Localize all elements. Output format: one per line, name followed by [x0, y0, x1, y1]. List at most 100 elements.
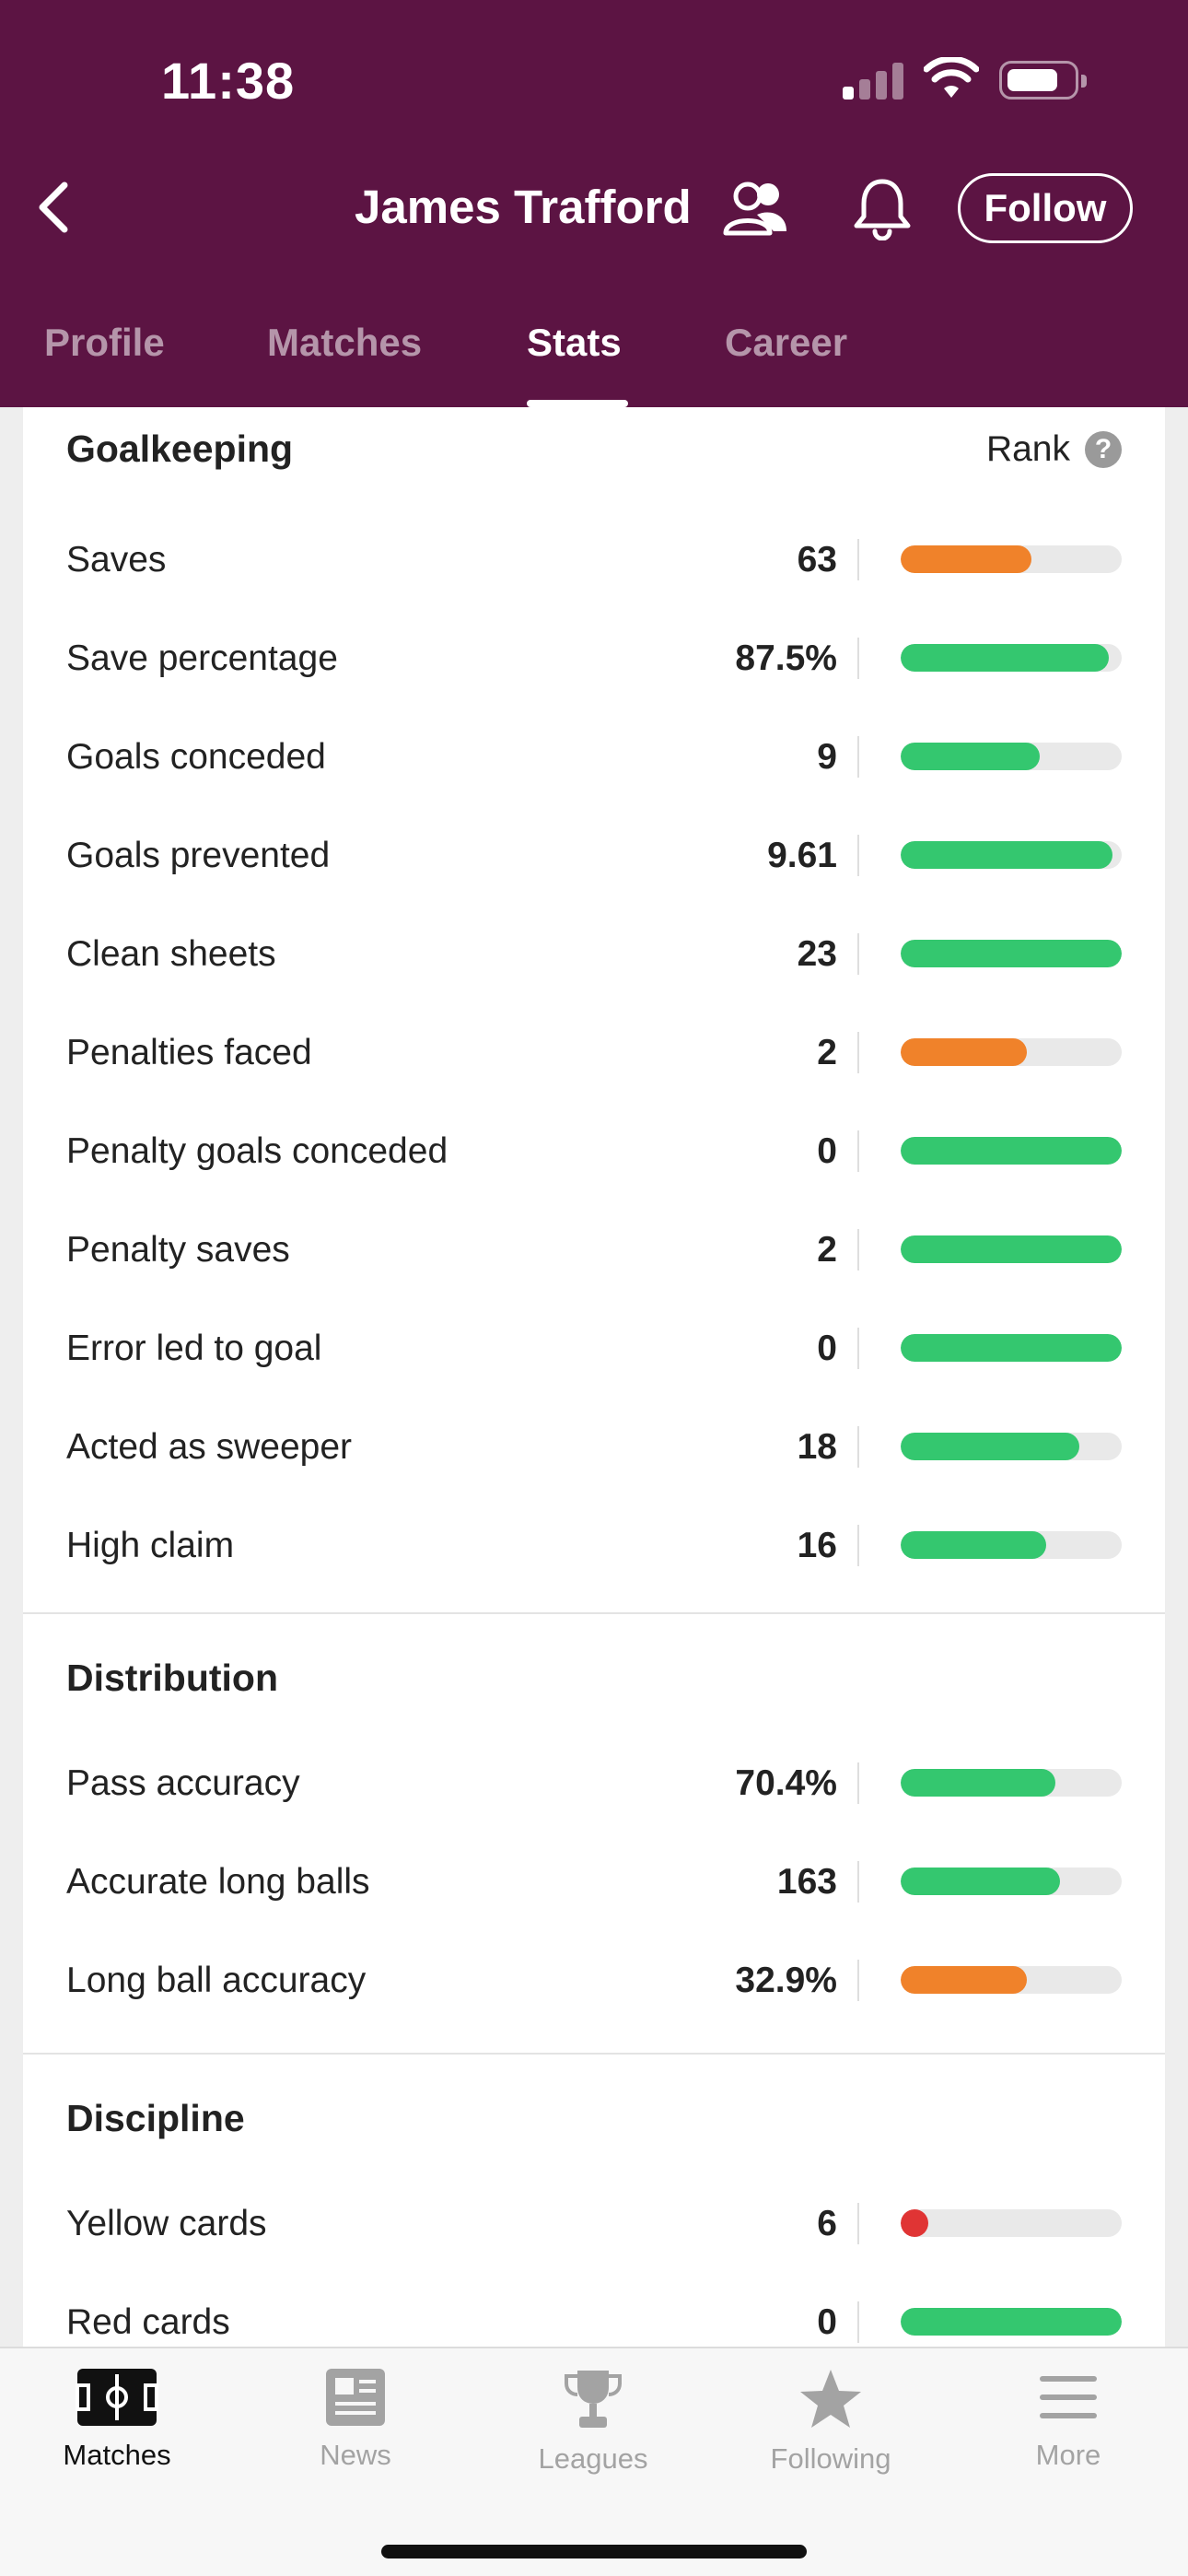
rank-bar: [901, 841, 1122, 869]
rank-bar-fill: [901, 2308, 1122, 2336]
player-name: James Trafford: [355, 181, 692, 233]
stat-value: 23: [797, 934, 837, 974]
rank-bar-fill: [901, 841, 1113, 869]
stat-divider: [857, 2301, 859, 2343]
bottom-nav-label: News: [320, 2439, 391, 2471]
stat-row[interactable]: Acted as sweeper 18: [23, 1398, 1165, 1496]
stat-value: 63: [797, 540, 837, 580]
stat-row[interactable]: Saves 63: [23, 510, 1165, 609]
rank-bar: [901, 1531, 1122, 1559]
rank-bar-fill: [901, 1433, 1080, 1460]
rank-bar-fill: [901, 1531, 1047, 1559]
bottom-nav-news[interactable]: News: [263, 2367, 448, 2505]
stat-label: Clean sheets: [66, 934, 276, 974]
stat-row[interactable]: Clean sheets 23: [23, 905, 1165, 1003]
trophy-icon: [565, 2371, 622, 2428]
tab-stats[interactable]: Stats: [527, 321, 622, 364]
stat-row[interactable]: Pass accuracy 70.4%: [23, 1734, 1165, 1832]
stat-divider: [857, 2203, 859, 2244]
tab-profile[interactable]: Profile: [44, 321, 165, 364]
player-tabs: Profile Matches Stats Career: [0, 304, 1188, 407]
stat-row[interactable]: High claim 16: [23, 1496, 1165, 1595]
stat-row[interactable]: Red cards 0: [23, 2273, 1165, 2347]
rank-bar-fill: [901, 1966, 1027, 1994]
stat-label: Yellow cards: [66, 2204, 267, 2243]
rank-bar-fill: [901, 1235, 1122, 1263]
stat-divider: [857, 736, 859, 778]
stat-divider: [857, 933, 859, 975]
stat-divider: [857, 1426, 859, 1468]
rank-bar: [901, 743, 1122, 770]
bottom-nav-label: Leagues: [538, 2442, 648, 2475]
stat-label: Penalties faced: [66, 1033, 312, 1072]
player-nav-row: James Trafford Follow: [0, 161, 1188, 253]
section-goalkeeping: Goalkeeping Rank ? Saves 63 Save percent…: [23, 407, 1165, 1614]
rank-bar: [901, 1769, 1122, 1797]
stat-row[interactable]: Goals prevented 9.61: [23, 806, 1165, 905]
stat-label: Penalty goals conceded: [66, 1131, 448, 1171]
stat-value: 0: [817, 2302, 837, 2342]
stat-row[interactable]: Accurate long balls 163: [23, 1832, 1165, 1931]
stat-label: High claim: [66, 1526, 235, 1565]
stat-value: 18: [797, 1427, 837, 1467]
rank-bar-fill: [901, 743, 1041, 770]
stat-value: 16: [797, 1526, 837, 1565]
rank-bar-fill: [901, 940, 1122, 967]
section-title: Distribution: [66, 1657, 279, 1699]
bell-icon[interactable]: [851, 176, 914, 240]
rank-bar-fill: [901, 1769, 1055, 1797]
rank-bar: [901, 940, 1122, 967]
stat-row[interactable]: Penalty goals conceded 0: [23, 1102, 1165, 1200]
rank-bar: [901, 1235, 1122, 1263]
pitch-icon: [76, 2369, 158, 2426]
stat-row[interactable]: Goals conceded 9: [23, 708, 1165, 806]
stat-divider: [857, 1328, 859, 1369]
bottom-nav-more[interactable]: More: [976, 2367, 1160, 2505]
rank-bar: [901, 1868, 1122, 1895]
cellular-signal-icon: [843, 61, 905, 100]
bottom-nav-leagues[interactable]: Leagues: [501, 2367, 685, 2505]
rank-bar: [901, 1966, 1122, 1994]
stat-row[interactable]: Penalty saves 2: [23, 1200, 1165, 1299]
follow-button[interactable]: Follow: [958, 173, 1133, 243]
menu-icon: [1040, 2376, 1097, 2418]
stat-value: 87.5%: [735, 638, 837, 678]
bottom-nav-following[interactable]: Following: [739, 2367, 923, 2505]
stat-value: 2: [817, 1230, 837, 1270]
section-discipline: Discipline Yellow cards 6 Red cards 0: [23, 2055, 1165, 2347]
stat-label: Save percentage: [66, 638, 338, 678]
stat-divider: [857, 638, 859, 679]
stat-value: 9: [817, 737, 837, 777]
rank-bar: [901, 1433, 1122, 1460]
stat-row[interactable]: Penalties faced 2: [23, 1003, 1165, 1102]
rank-bar-fill: [901, 1038, 1027, 1066]
tab-matches[interactable]: Matches: [267, 321, 423, 364]
stat-divider: [857, 835, 859, 876]
people-icon[interactable]: [720, 178, 790, 239]
stat-divider: [857, 1861, 859, 1903]
stat-value: 2: [817, 1033, 837, 1072]
home-indicator: [381, 2545, 807, 2558]
rank-bar-fill: [901, 1868, 1060, 1895]
section-distribution: Distribution Pass accuracy 70.4% Accurat…: [23, 1614, 1165, 2055]
back-chevron-icon[interactable]: [28, 180, 83, 235]
tab-career[interactable]: Career: [725, 321, 848, 364]
stat-label: Saves: [66, 540, 167, 580]
bottom-nav-matches[interactable]: Matches: [25, 2367, 209, 2505]
stat-value: 6: [817, 2204, 837, 2243]
stat-divider: [857, 1525, 859, 1566]
stat-row[interactable]: Error led to goal 0: [23, 1299, 1165, 1398]
active-tab-indicator: [527, 400, 628, 407]
stat-row[interactable]: Long ball accuracy 32.9%: [23, 1931, 1165, 2030]
rank-bar: [901, 2308, 1122, 2336]
stat-label: Red cards: [66, 2302, 230, 2342]
stat-label: Pass accuracy: [66, 1763, 300, 1803]
stat-value: 9.61: [767, 836, 837, 875]
wifi-icon: [924, 57, 979, 98]
stat-row[interactable]: Yellow cards 6: [23, 2174, 1165, 2273]
battery-icon: [999, 61, 1087, 100]
app-header: 11:38 James Trafford: [0, 0, 1188, 407]
stat-value: 32.9%: [735, 1961, 837, 2000]
stat-row[interactable]: Save percentage 87.5%: [23, 609, 1165, 708]
help-icon[interactable]: ?: [1085, 431, 1122, 468]
